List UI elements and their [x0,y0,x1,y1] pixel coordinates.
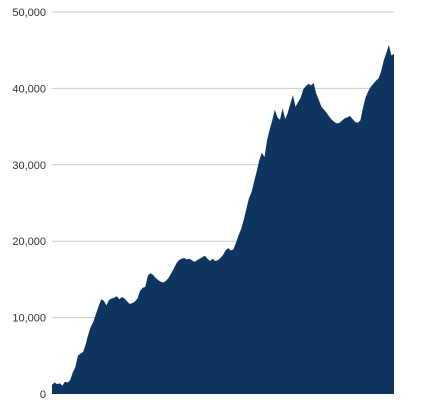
series-area [52,44,394,394]
y-tick-label: 50,000 [12,7,46,19]
y-tick-label: 40,000 [12,83,46,95]
y-tick-label: 0 [40,389,46,400]
y-tick-label: 30,000 [12,160,46,172]
y-tick-label: 10,000 [12,313,46,325]
plot-area [52,44,394,394]
y-axis-labels: 0 10,000 20,000 30,000 40,000 50,000 [12,7,46,400]
y-tick-label: 20,000 [12,236,46,248]
